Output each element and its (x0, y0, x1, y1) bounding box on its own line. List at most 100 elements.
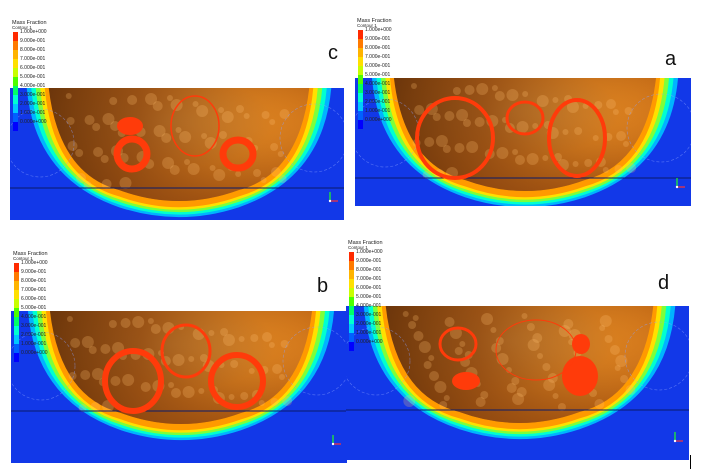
legend-swatch (13, 86, 18, 95)
axes-triad-icon (331, 435, 341, 446)
legend-tick-label: 0.000e+000 (20, 119, 47, 125)
legend-tick-label: 8.000e-001 (356, 267, 382, 273)
legend-tick-label: 4.000e-001 (20, 83, 46, 89)
legend-tick-label: 2.000e-001 (20, 101, 46, 107)
legend-title: Mass Fraction (348, 240, 383, 246)
legend-swatch (349, 333, 354, 342)
legend-tick-label: 1.000e+000 (356, 249, 383, 255)
legend-swatch (13, 113, 18, 122)
panel-b: Mass Fraction Contour 1 1.000e+000 9.000e-0… (11, 251, 347, 463)
legend-swatch (349, 324, 354, 333)
panel-a: Mass Fraction Contour 1 1.000e+000 9.000e-0… (355, 18, 691, 206)
legend-swatch (14, 263, 19, 272)
legend-tick-label: 0.000e+000 (356, 339, 383, 345)
legend-tick-label: 6.000e-001 (356, 285, 382, 291)
legend-swatch (349, 306, 354, 315)
legend-swatch (358, 30, 363, 39)
legend-tick-label: 8.000e-001 (21, 278, 47, 284)
legend-tick-label: 9.000e-001 (365, 36, 391, 42)
panel-d: Mass Fraction Contour 1 1.000e+000 9.000e-0… (346, 240, 689, 460)
legend-tick-label: 3.000e-001 (21, 323, 47, 329)
legend-swatch (358, 93, 363, 102)
legend-tick-label: 5.000e-001 (21, 305, 47, 311)
legend-swatch (358, 111, 363, 120)
legend-swatch (13, 59, 18, 68)
legend-swatch (13, 32, 18, 41)
legend-swatch (13, 41, 18, 50)
legend-tick-label: 6.000e-001 (365, 63, 391, 69)
legend-swatch (13, 104, 18, 113)
legend-tick-label: 4.000e-001 (21, 314, 47, 320)
droplet-feature (505, 100, 545, 136)
legend-tick-label: 1.000e+000 (21, 260, 48, 266)
legend-tick-label: 5.000e-001 (365, 72, 391, 78)
legend-swatch (13, 68, 18, 77)
legend-tick-label: 1.000e-001 (356, 330, 382, 336)
droplet-feature (547, 98, 607, 178)
legend-swatch (14, 308, 19, 317)
droplet-feature (572, 334, 590, 354)
legend-swatch (14, 281, 19, 290)
legend-swatch (349, 270, 354, 279)
legend-swatch (14, 299, 19, 308)
legend-swatch (349, 261, 354, 270)
legend-tick-label: 0.000e+000 (365, 117, 392, 123)
legend-tick-label: 7.000e-001 (20, 56, 46, 62)
contour-plot-c (10, 18, 344, 220)
legend-tick-label: 9.000e-001 (356, 258, 382, 264)
droplet-feature (219, 136, 257, 172)
legend-swatch (14, 353, 19, 362)
droplet-feature (495, 319, 577, 381)
legend-tick-label: 3.000e-001 (356, 312, 382, 318)
panel-letter: b (317, 275, 329, 297)
legend-title: Mass Fraction (357, 18, 392, 24)
legend-swatch (13, 122, 18, 131)
axes-triad-icon (675, 178, 685, 189)
axes-triad-icon (673, 432, 683, 443)
legend-tick-label: 7.000e-001 (21, 287, 47, 293)
legend-title: Mass Fraction (13, 251, 48, 257)
legend-swatch (349, 288, 354, 297)
legend-swatch (14, 272, 19, 281)
legend-subtitle: Contour 1 (357, 23, 377, 28)
legend-swatch (14, 290, 19, 299)
axes-triad-icon (328, 192, 338, 203)
legend-tick-label: 6.000e-001 (21, 296, 47, 302)
legend-tick-label: 8.000e-001 (20, 47, 46, 53)
legend-tick-label: 7.000e-001 (356, 276, 382, 282)
legend-swatch (13, 95, 18, 104)
droplet-feature (562, 356, 598, 396)
droplet-feature (415, 96, 495, 180)
legend-tick-label: 1.000e+000 (20, 29, 47, 35)
legend-swatch (14, 326, 19, 335)
legend-tick-label: 3.000e-001 (365, 90, 391, 96)
legend-tick-label: 1.000e-001 (21, 341, 47, 347)
legend-subtitle: Contour 1 (348, 245, 368, 250)
droplet-feature (117, 117, 143, 135)
panel-letter: a (665, 48, 677, 70)
legend-swatch (358, 75, 363, 84)
legend-swatch (358, 66, 363, 75)
droplet-feature (438, 326, 478, 362)
legend-swatch (13, 77, 18, 86)
legend-tick-label: 2.000e-001 (21, 332, 47, 338)
legend-subtitle: Contour 1 (12, 25, 32, 30)
legend-tick-label: 1.000e-001 (20, 110, 46, 116)
droplet-feature (102, 348, 164, 414)
legend-tick-label: 4.000e-001 (356, 303, 382, 309)
droplet-feature (160, 323, 212, 379)
legend-swatch (349, 315, 354, 324)
panel-letter: d (658, 272, 670, 294)
legend-subtitle: Contour 1 (13, 256, 33, 261)
contour-plot-b (11, 251, 347, 463)
legend-swatch (358, 57, 363, 66)
droplet-feature (452, 372, 480, 390)
legend-swatch (349, 252, 354, 261)
legend-tick-label: 9.000e-001 (21, 269, 47, 275)
panel-c: Mass Fraction Contour 1 1.000e+000 9.000e-0… (10, 18, 344, 220)
legend-swatch (14, 344, 19, 353)
legend-swatch (349, 297, 354, 306)
legend-swatch (358, 48, 363, 57)
legend-tick-label: 8.000e-001 (365, 45, 391, 51)
legend-swatch (358, 84, 363, 93)
